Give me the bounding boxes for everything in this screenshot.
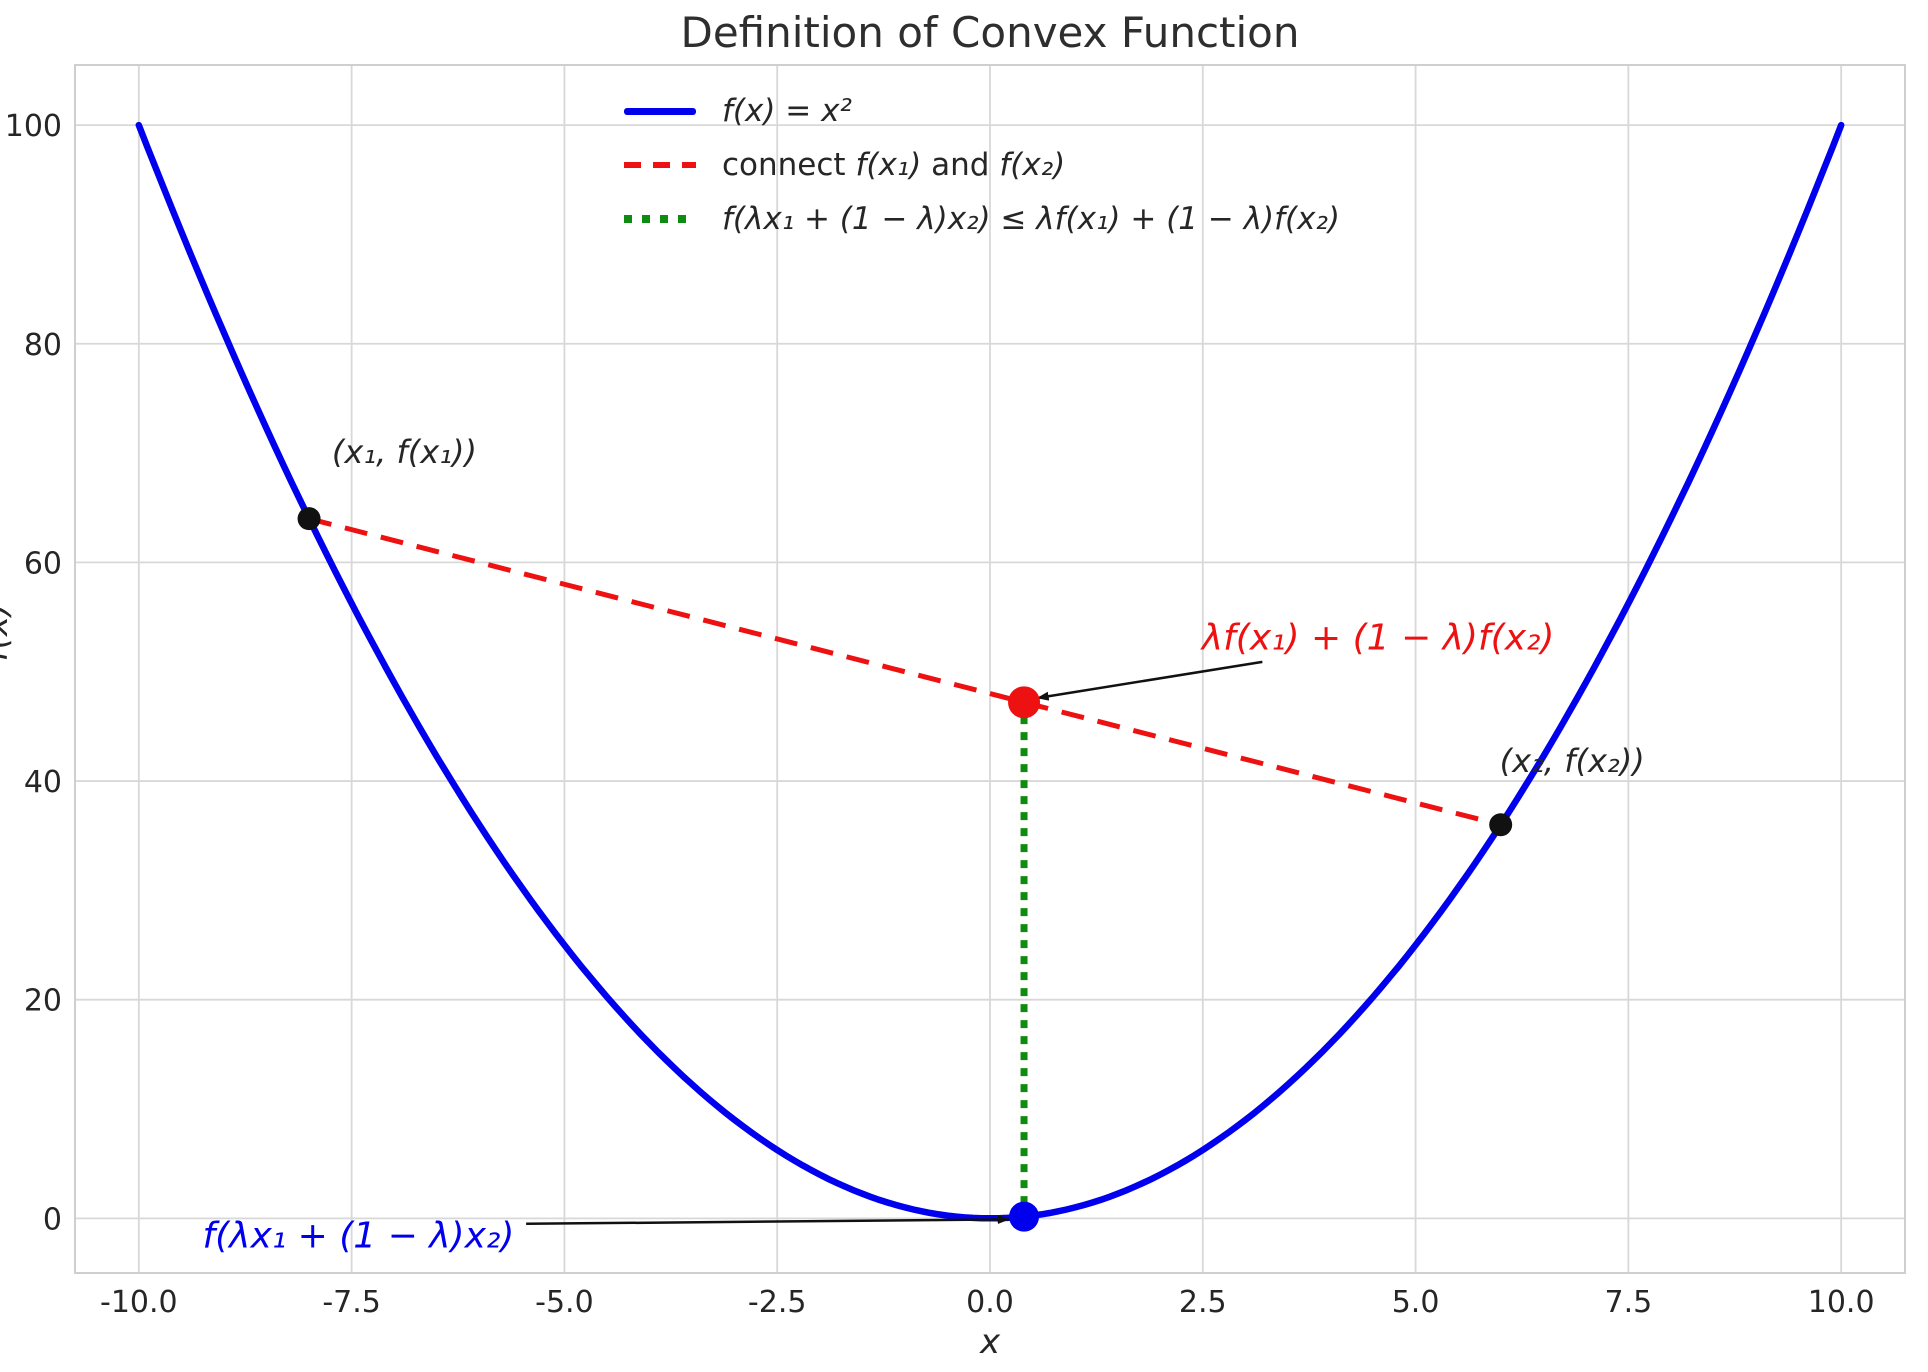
series-chord: [308, 516, 1502, 828]
y-axis-label: f(x): [0, 602, 16, 662]
x2-label: (x₂, f(x₂)): [1499, 742, 1645, 781]
y-tick-label: 100: [5, 109, 62, 144]
chord-value-label: λf(x₁) + (1 − λ)f(x₂): [1201, 617, 1555, 659]
x-tick-label: 5.0: [1392, 1285, 1440, 1320]
chart-title: Definition of Convex Function: [680, 8, 1300, 57]
x1-label: (x₁, f(x₁)): [331, 432, 477, 471]
legend-item-0: f(x) = x²: [624, 84, 1340, 138]
legend-item-1: connect f(x₁) and f(x₂): [624, 138, 1340, 192]
curve-value-label: f(λx₁ + (1 − λ)x₂): [202, 1215, 515, 1257]
series-parabola: [135, 121, 1845, 1222]
y-tick-label: 80: [24, 328, 62, 363]
y-tick-label: 60: [24, 546, 62, 581]
x-tick-label: 7.5: [1605, 1285, 1653, 1320]
x-tick-label: 10.0: [1808, 1285, 1875, 1320]
x-tick-label: -5.0: [535, 1285, 594, 1320]
x-tick-label: -10.0: [100, 1285, 178, 1320]
point-chord: [1008, 686, 1041, 719]
point-x1: [297, 507, 321, 531]
x-axis-label: x: [979, 1322, 1001, 1362]
y-tick-label: 40: [24, 765, 62, 800]
legend-swatch-solid: [624, 107, 696, 115]
x-tick-label: 2.5: [1179, 1285, 1227, 1320]
legend-label: f(λx₁ + (1 − λ)x₂) ≤ λf(x₁) + (1 − λ)f(x…: [722, 201, 1341, 237]
arrow-to-chord-point: [1036, 660, 1263, 701]
legend-item-2: f(λx₁ + (1 − λ)x₂) ≤ λf(x₁) + (1 − λ)f(x…: [624, 192, 1340, 246]
plot-border: [74, 64, 1906, 1274]
legend-swatch-dotted: [624, 215, 696, 223]
arrow-to-curve-point: [526, 1215, 1010, 1226]
x-tick-label: -2.5: [748, 1285, 807, 1320]
x-tick-label: 0.0: [966, 1285, 1014, 1320]
y-tick-label: 0: [43, 1202, 62, 1237]
legend-label: connect f(x₁) and f(x₂): [722, 147, 1066, 183]
point-curve: [1009, 1201, 1040, 1232]
x-tick-label: -7.5: [322, 1285, 381, 1320]
legend-label: f(x) = x²: [722, 93, 852, 129]
legend-swatch-dashed: [624, 162, 696, 168]
y-tick-label: 20: [24, 984, 62, 1019]
legend: f(x) = x² connect f(x₁) and f(x₂) f(λx₁ + …: [624, 84, 1340, 246]
point-x2: [1489, 813, 1513, 837]
